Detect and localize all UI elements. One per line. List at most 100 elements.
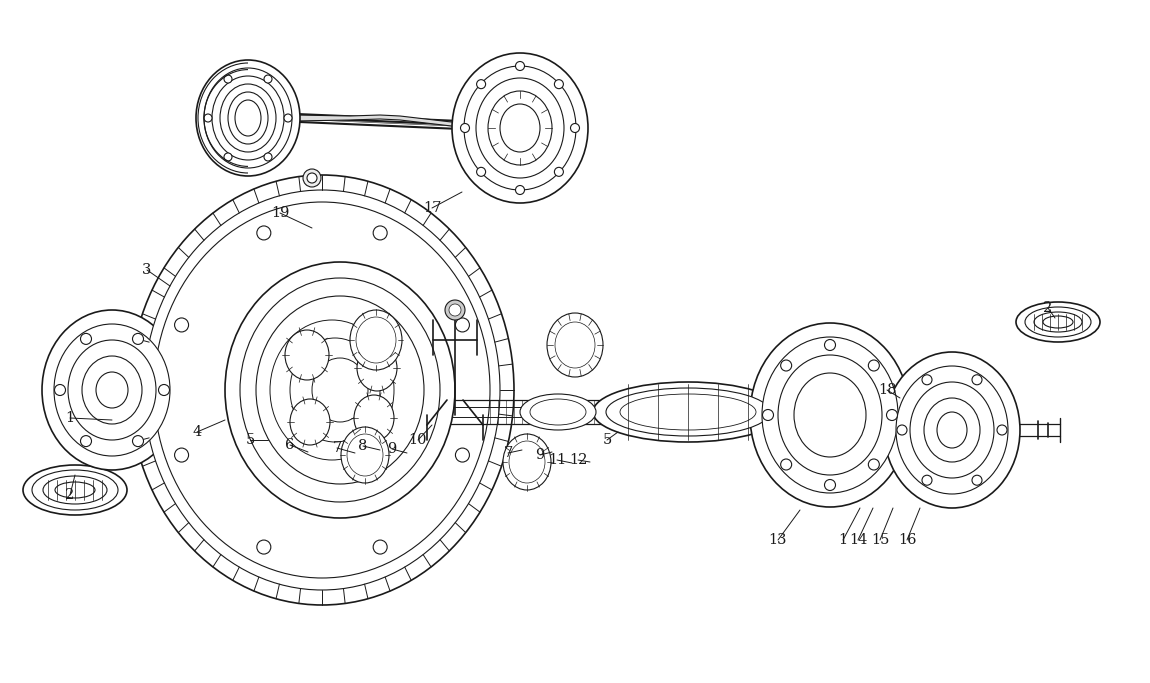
Ellipse shape	[547, 313, 603, 377]
Circle shape	[264, 75, 273, 83]
Circle shape	[284, 114, 292, 122]
Text: 11: 11	[547, 453, 566, 467]
Circle shape	[175, 318, 189, 332]
Text: 10: 10	[408, 433, 428, 447]
Ellipse shape	[620, 394, 756, 430]
Ellipse shape	[896, 366, 1009, 494]
Ellipse shape	[270, 320, 394, 460]
Ellipse shape	[1034, 312, 1082, 332]
Circle shape	[455, 448, 469, 462]
Ellipse shape	[285, 330, 329, 380]
Ellipse shape	[356, 317, 396, 363]
Ellipse shape	[350, 310, 402, 370]
Ellipse shape	[204, 68, 292, 168]
Ellipse shape	[54, 324, 170, 456]
Circle shape	[897, 425, 907, 435]
Ellipse shape	[55, 482, 95, 498]
Ellipse shape	[452, 53, 588, 203]
Ellipse shape	[937, 412, 967, 448]
Text: 16: 16	[898, 533, 917, 547]
Ellipse shape	[884, 352, 1020, 508]
Text: 14: 14	[849, 533, 867, 547]
Ellipse shape	[555, 322, 595, 368]
Circle shape	[132, 436, 144, 447]
Text: 9: 9	[536, 448, 545, 462]
Circle shape	[781, 360, 791, 371]
Circle shape	[554, 80, 564, 89]
Ellipse shape	[68, 340, 156, 440]
Ellipse shape	[256, 296, 424, 484]
Ellipse shape	[910, 382, 994, 478]
Circle shape	[868, 360, 880, 371]
Circle shape	[515, 186, 524, 195]
Ellipse shape	[82, 356, 141, 424]
Circle shape	[781, 459, 791, 470]
Ellipse shape	[290, 399, 330, 445]
Text: 7: 7	[504, 446, 513, 460]
Text: 19: 19	[270, 206, 289, 220]
Circle shape	[204, 114, 212, 122]
Text: 15: 15	[871, 533, 889, 547]
Ellipse shape	[606, 388, 771, 436]
Ellipse shape	[225, 262, 455, 518]
Circle shape	[515, 61, 524, 70]
Circle shape	[256, 540, 271, 554]
Ellipse shape	[1015, 302, 1101, 342]
Circle shape	[972, 375, 982, 385]
Text: 2: 2	[1043, 301, 1052, 315]
Text: 6: 6	[285, 438, 294, 452]
Ellipse shape	[463, 66, 576, 190]
Circle shape	[825, 339, 836, 350]
Circle shape	[373, 226, 388, 240]
Circle shape	[570, 124, 580, 133]
Text: 8: 8	[359, 439, 368, 453]
Ellipse shape	[342, 427, 389, 483]
Ellipse shape	[154, 202, 490, 578]
Ellipse shape	[503, 434, 551, 490]
Ellipse shape	[212, 76, 284, 160]
Ellipse shape	[144, 190, 500, 590]
Circle shape	[825, 479, 836, 490]
Circle shape	[554, 167, 564, 176]
Circle shape	[476, 80, 485, 89]
Ellipse shape	[347, 434, 383, 476]
Circle shape	[264, 153, 273, 161]
Ellipse shape	[762, 337, 898, 493]
Text: 3: 3	[143, 263, 152, 277]
Ellipse shape	[354, 395, 394, 441]
Ellipse shape	[32, 470, 118, 510]
Text: 12: 12	[569, 453, 588, 467]
Ellipse shape	[240, 278, 440, 502]
Ellipse shape	[1025, 307, 1091, 337]
Ellipse shape	[356, 345, 397, 391]
Ellipse shape	[923, 398, 980, 462]
Ellipse shape	[509, 441, 545, 483]
Text: 13: 13	[768, 533, 788, 547]
Ellipse shape	[793, 373, 866, 457]
Text: 7: 7	[332, 441, 342, 455]
Text: 17: 17	[423, 201, 442, 215]
Ellipse shape	[520, 394, 596, 430]
Ellipse shape	[95, 372, 128, 408]
Circle shape	[460, 124, 469, 133]
Ellipse shape	[130, 175, 514, 605]
Ellipse shape	[220, 84, 276, 152]
Ellipse shape	[312, 358, 368, 422]
Ellipse shape	[43, 310, 182, 470]
Ellipse shape	[530, 399, 586, 425]
Circle shape	[455, 318, 469, 332]
Text: 9: 9	[388, 442, 397, 456]
Ellipse shape	[23, 465, 126, 515]
Circle shape	[373, 540, 388, 554]
Ellipse shape	[1043, 316, 1073, 328]
Ellipse shape	[593, 382, 783, 442]
Text: 5: 5	[603, 433, 612, 447]
Circle shape	[922, 375, 932, 385]
Ellipse shape	[43, 476, 107, 504]
Text: 1: 1	[66, 411, 75, 425]
Circle shape	[762, 410, 774, 421]
Circle shape	[224, 153, 232, 161]
Circle shape	[54, 385, 66, 395]
Circle shape	[307, 173, 317, 183]
Circle shape	[256, 226, 271, 240]
